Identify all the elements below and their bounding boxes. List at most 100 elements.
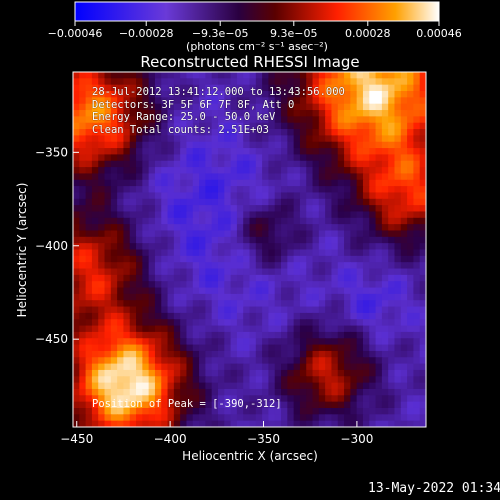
heatmap-cell	[344, 325, 351, 333]
heatmap-cell	[211, 382, 219, 390]
heatmap-cell	[129, 382, 137, 390]
heatmap-cell	[85, 255, 93, 263]
heatmap-cell	[400, 281, 408, 289]
heatmap-cell	[381, 369, 389, 377]
heatmap-cell	[407, 230, 414, 238]
heatmap-cell	[262, 395, 270, 403]
heatmap-cell	[381, 249, 389, 257]
heatmap-cell	[274, 363, 282, 371]
heatmap-cell	[281, 129, 288, 136]
heatmap-cell	[243, 344, 251, 352]
heatmap-cell	[79, 287, 87, 295]
heatmap-cell	[287, 262, 295, 270]
heatmap-cell	[167, 401, 175, 409]
heatmap-cell	[356, 268, 364, 276]
heatmap-cell	[161, 363, 169, 371]
heatmap-cell	[369, 369, 377, 377]
heatmap-cell	[419, 319, 426, 327]
heatmap-cell	[325, 173, 333, 181]
heatmap-cell	[350, 338, 358, 346]
heatmap-cell	[394, 91, 402, 98]
heatmap-cell	[287, 281, 295, 289]
heatmap-cell	[299, 167, 307, 175]
heatmap-cell	[79, 325, 87, 333]
heatmap-cell	[388, 160, 396, 168]
heatmap-cell	[98, 376, 106, 384]
heatmap-cell	[211, 255, 219, 263]
heatmap-cell	[180, 122, 188, 130]
heatmap-cell	[312, 262, 320, 270]
heatmap-cell	[211, 230, 219, 238]
heatmap-cell	[148, 211, 156, 219]
heatmap-cell	[255, 255, 263, 263]
heatmap-cell	[123, 274, 131, 282]
heatmap-cell	[413, 357, 421, 365]
heatmap-cell	[350, 414, 358, 422]
heatmap-cell	[173, 262, 181, 270]
heatmap-cell	[388, 186, 396, 194]
heatmap-cell	[337, 167, 345, 175]
colorbar-tick-label: 9.3e−05	[270, 27, 317, 40]
heatmap-cell	[249, 306, 257, 314]
heatmap-cell	[306, 186, 314, 194]
heatmap-cell	[344, 224, 351, 232]
heatmap-cell	[79, 249, 87, 257]
heatmap-cell	[110, 274, 118, 282]
heatmap-cell	[180, 382, 188, 390]
heatmap-cell	[73, 103, 80, 111]
heatmap-cell	[205, 129, 213, 136]
heatmap-cell	[262, 135, 270, 143]
heatmap-cell	[356, 122, 364, 130]
heatmap-cell	[381, 122, 389, 130]
heatmap-cell	[249, 230, 257, 238]
heatmap-cell	[262, 420, 270, 427]
heatmap-cell	[110, 160, 118, 168]
heatmap-cell	[199, 205, 206, 213]
heatmap-cell	[362, 167, 370, 175]
heatmap-cell	[375, 281, 383, 289]
heatmap-cell	[293, 97, 301, 105]
heatmap-cell	[117, 376, 125, 384]
heatmap-cell	[369, 198, 377, 206]
heatmap-cell	[154, 331, 162, 339]
heatmap-cell	[186, 369, 194, 377]
heatmap-cell	[299, 407, 307, 415]
heatmap-cell	[205, 401, 213, 409]
heatmap-cell	[299, 338, 307, 346]
heatmap-cell	[255, 306, 263, 314]
heatmap-cell	[287, 312, 295, 320]
heatmap-cell	[337, 338, 345, 346]
heatmap-cell	[104, 141, 112, 149]
heatmap-cell	[388, 243, 396, 251]
heatmap-cell	[167, 363, 175, 371]
heatmap-cell	[110, 255, 118, 263]
heatmap-cell	[136, 376, 143, 384]
heatmap-cell	[236, 78, 244, 86]
heatmap-cell	[419, 407, 426, 415]
heatmap-cell	[154, 281, 162, 289]
heatmap-cell	[186, 192, 194, 200]
heatmap-cell	[236, 217, 244, 225]
heatmap-cell	[325, 369, 333, 377]
heatmap-cell	[211, 141, 219, 149]
heatmap-cell	[388, 325, 396, 333]
heatmap-cell	[224, 350, 232, 358]
heatmap-cell	[249, 186, 257, 194]
heatmap-cell	[299, 312, 307, 320]
heatmap-cell	[331, 401, 339, 409]
heatmap-cell	[104, 78, 112, 86]
heatmap-cell	[344, 167, 351, 175]
heatmap-cell	[98, 255, 106, 263]
heatmap-cell	[293, 110, 301, 117]
heatmap-cell	[230, 312, 238, 320]
heatmap-cell	[224, 148, 232, 156]
heatmap-cell	[375, 319, 383, 327]
heatmap-cell	[356, 325, 364, 333]
heatmap-cell	[161, 369, 169, 377]
heatmap-cell	[167, 249, 175, 257]
heatmap-cell	[136, 420, 143, 427]
heatmap-cell	[148, 293, 156, 301]
heatmap-cell	[123, 110, 131, 117]
heatmap-cell	[211, 97, 219, 105]
heatmap-cell	[293, 122, 301, 130]
